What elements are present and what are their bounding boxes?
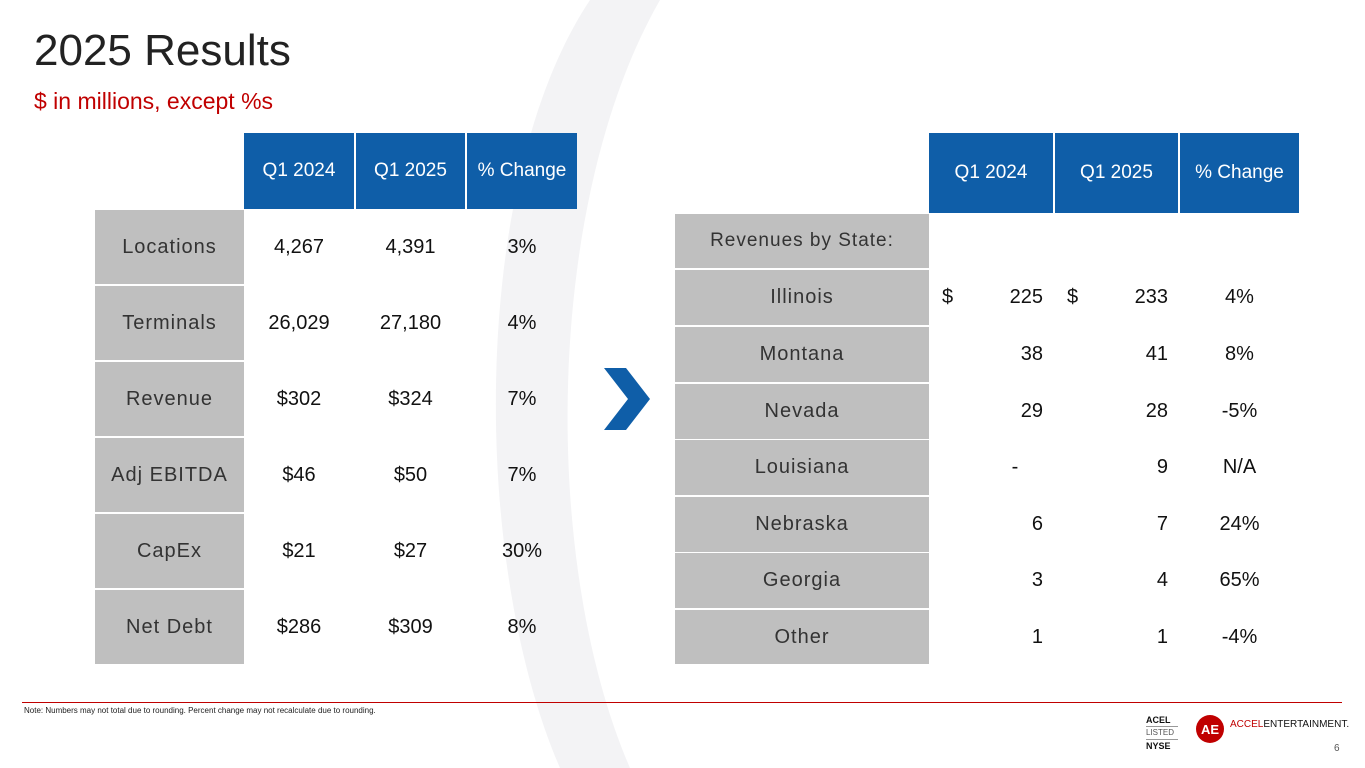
right-header-change: % Change [1180, 133, 1299, 213]
left-cell: 4% [507, 311, 537, 334]
left-row-label: Net Debt [95, 590, 244, 664]
left-cell: 27,180 [379, 311, 442, 334]
footnote: Note: Numbers may not total due to round… [24, 706, 376, 715]
left-cell: $27 [393, 539, 428, 562]
right-cell: 29 [1020, 400, 1043, 422]
company-logo-icon: AE [1196, 715, 1224, 743]
right-cell: 3 [1031, 569, 1043, 591]
left-row-label: Revenue [95, 362, 244, 436]
left-cell: $50 [393, 463, 428, 486]
left-cell: $286 [276, 615, 322, 638]
page-title: 2025 Results [34, 26, 291, 75]
right-cell: 225 [1009, 286, 1043, 308]
right-row-label: Nevada [675, 384, 929, 439]
listed-ticker: ACEL [1146, 715, 1171, 725]
right-cell: 28 [1145, 400, 1168, 422]
currency-symbol: $ [942, 286, 954, 308]
left-header-q1-2025: Q1 2025 [356, 133, 465, 209]
left-cell: 4,391 [385, 235, 436, 258]
left-cell: $324 [388, 387, 433, 410]
right-section-label: Revenues by State: [675, 214, 929, 268]
left-cell: 8% [507, 615, 537, 638]
footer-divider [22, 702, 1342, 703]
left-cell: 4,267 [273, 235, 325, 258]
left-cell: 7% [507, 387, 537, 410]
left-cell: 7% [507, 463, 537, 486]
left-cell: $309 [388, 615, 433, 638]
left-row-label: Locations [95, 210, 244, 284]
right-cell: 38 [1020, 343, 1043, 365]
right-cell: 24% [1219, 513, 1260, 535]
right-cell: 6 [1031, 513, 1043, 535]
right-cell: 4 [1156, 569, 1168, 591]
brand-wordmark: ACCELENTERTAINMENT. [1230, 719, 1349, 730]
right-row-label: Other [675, 610, 929, 664]
left-cell: $21 [282, 539, 316, 562]
right-row-label: Illinois [675, 270, 929, 325]
right-cell: -4% [1221, 625, 1258, 648]
left-cell: $46 [282, 463, 316, 486]
right-cell: N/A [1222, 456, 1257, 478]
left-cell: 3% [507, 235, 537, 258]
right-cell: 4% [1225, 286, 1254, 308]
nyse-listed-badge: ACEL LISTED NYSE [1146, 714, 1178, 752]
left-row-label: CapEx [95, 514, 244, 588]
left-row-label: Terminals [95, 286, 244, 360]
brand-rest: ENTERTAINMENT. [1263, 719, 1350, 730]
left-cell: 26,029 [268, 311, 330, 334]
svg-text:AE: AE [1201, 722, 1219, 737]
right-cell: 41 [1145, 343, 1168, 365]
right-cell: 9 [1156, 456, 1168, 478]
right-row-label: Louisiana [675, 440, 929, 495]
right-row-label: Montana [675, 327, 929, 382]
page-number: 6 [1334, 743, 1340, 754]
chevron-right-icon [604, 368, 650, 430]
right-row-label: Georgia [675, 553, 929, 608]
left-header-change: % Change [467, 133, 577, 209]
left-cell: 30% [501, 539, 543, 562]
page-subtitle: $ in millions, except %s [34, 88, 274, 114]
right-header-q1-2024: Q1 2024 [929, 133, 1053, 213]
right-cell: 1 [1156, 625, 1168, 648]
right-cell: - [1011, 456, 1019, 478]
right-row-label: Nebraska [675, 497, 929, 552]
left-row-label: Adj EBITDA [95, 438, 244, 512]
right-cell: 1 [1031, 625, 1043, 648]
left-cell: $302 [276, 387, 322, 410]
right-cell: 7 [1156, 513, 1168, 535]
right-cell: -5% [1221, 400, 1258, 422]
right-cell: 233 [1134, 286, 1168, 308]
listed-label: LISTED [1146, 726, 1178, 740]
right-header-q1-2025: Q1 2025 [1055, 133, 1178, 213]
listed-exchange: NYSE [1146, 741, 1171, 751]
right-cell: 65% [1219, 569, 1260, 591]
brand-accent: ACCEL [1230, 719, 1264, 730]
right-cell: 8% [1225, 343, 1254, 365]
left-header-q1-2024: Q1 2024 [244, 133, 354, 209]
currency-symbol: $ [1067, 286, 1079, 308]
